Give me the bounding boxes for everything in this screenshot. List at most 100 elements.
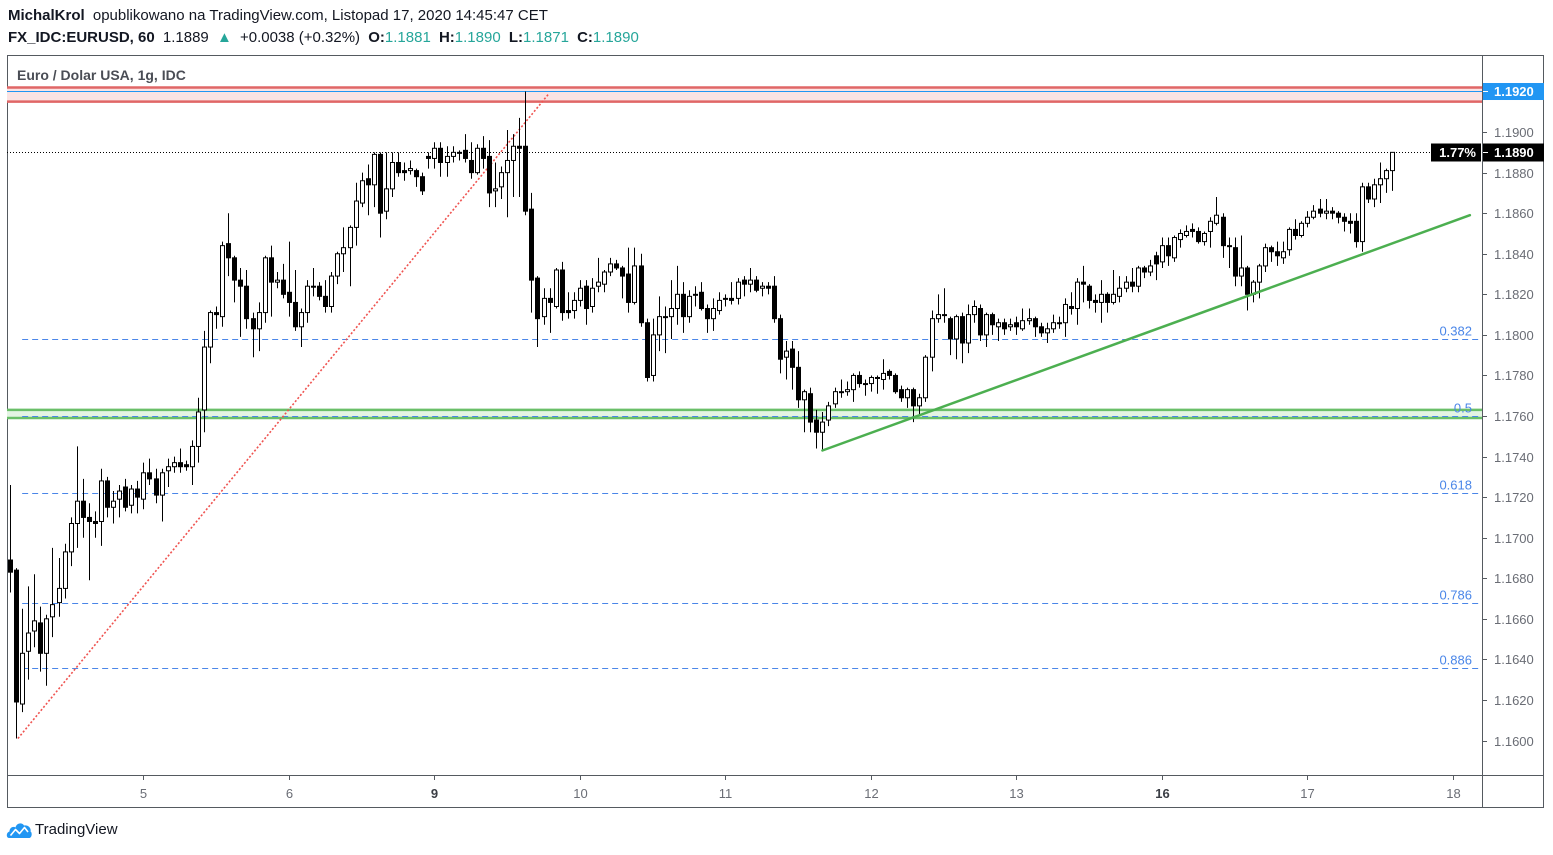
candle-body-up	[511, 145, 516, 161]
price-tick-label: 1.1860	[1494, 206, 1534, 221]
trendline[interactable]	[821, 213, 1472, 452]
candle-body-up	[1184, 230, 1189, 237]
candle-body-up	[1311, 210, 1316, 218]
candle-body-down	[378, 153, 383, 214]
candle-body-up	[1020, 320, 1025, 330]
support-zone[interactable]	[7, 409, 1482, 419]
candle	[778, 314, 783, 374]
candle-body-up	[63, 551, 68, 589]
candle-body-up	[863, 383, 868, 386]
candle-body-up	[917, 397, 922, 407]
candle	[899, 385, 904, 402]
candle-body-down	[1166, 245, 1171, 257]
candle	[699, 282, 704, 311]
candle	[329, 272, 334, 313]
candle-body-down	[887, 370, 892, 376]
candle-body-up	[1063, 303, 1068, 324]
candle	[1318, 199, 1323, 218]
candle	[535, 276, 540, 348]
time-tick-label: 12	[864, 786, 878, 801]
candle	[833, 387, 838, 408]
time-tick-label: 11	[719, 786, 733, 801]
candle	[1117, 276, 1122, 303]
candle	[105, 476, 110, 518]
candle	[511, 134, 516, 197]
candle-body-up	[1372, 184, 1377, 200]
candle	[354, 182, 359, 246]
candle-body-down	[1245, 267, 1250, 295]
candle	[384, 152, 389, 220]
candle	[414, 168, 419, 187]
candle	[1124, 276, 1129, 293]
fibonacci-layer: 0.382 0.5 0.618 0.786 0.886	[22, 324, 1482, 669]
candle	[1342, 213, 1347, 232]
candle-body-up	[1263, 247, 1268, 267]
candle	[1136, 265, 1141, 293]
price-axis[interactable]: 1.1600 1.1620 1.1640 1.1660 1.1680 1.1700 1.17…	[1431, 83, 1544, 749]
candle-body-up	[99, 480, 104, 522]
author-name[interactable]: MichalKrol	[8, 7, 85, 24]
highlight-price-tag[interactable]	[1483, 83, 1544, 101]
candle	[1196, 227, 1201, 244]
candle	[220, 241, 225, 327]
candle-body-up	[554, 269, 559, 307]
candle	[463, 134, 468, 163]
tradingview-brand[interactable]: TradingView	[6, 820, 118, 839]
current-price-tag[interactable]	[1483, 143, 1544, 162]
candle	[663, 306, 668, 354]
candle-body-down	[1196, 230, 1201, 243]
candle	[596, 257, 601, 293]
publish-info: MichalKrol opublikowano na TradingView.c…	[8, 6, 548, 26]
candle-body-down	[1336, 212, 1341, 218]
candle-body-up	[69, 523, 74, 553]
candle-body-up	[166, 466, 171, 472]
candle-body-down	[8, 559, 13, 573]
up-arrow-icon: ▲	[216, 29, 232, 46]
candle-body-down	[420, 176, 425, 192]
candle-body-up	[1208, 220, 1213, 232]
candle-body-down	[699, 291, 704, 310]
chart-container	[7, 55, 1544, 808]
candle	[305, 280, 310, 323]
candle	[445, 146, 450, 177]
candle	[196, 397, 201, 463]
candle-body-up	[572, 299, 577, 312]
candle-body-down	[639, 265, 644, 324]
time-axis[interactable]: 5 6 9 10 11 12 13 16 17 18	[140, 775, 1461, 801]
candle	[1336, 211, 1341, 224]
drawings-layer	[821, 213, 1472, 452]
candle-body-down	[1293, 228, 1298, 237]
candle	[614, 259, 619, 270]
candle	[184, 460, 189, 471]
candle-body-up	[845, 389, 850, 393]
candle-body-up	[1172, 237, 1177, 259]
candle	[784, 340, 789, 380]
candle	[499, 166, 504, 199]
candle	[123, 478, 128, 512]
candle-body-down	[323, 295, 328, 307]
candle	[1221, 213, 1226, 258]
candle	[366, 164, 371, 216]
candle	[1202, 231, 1207, 246]
candle-body-down	[317, 285, 322, 297]
time-tick-label: 18	[1446, 786, 1460, 801]
candle	[687, 290, 692, 323]
open-label: O:	[368, 29, 385, 46]
candle	[1051, 314, 1056, 333]
resistance-zone[interactable]	[7, 87, 1482, 102]
candle-body-up	[335, 253, 340, 277]
candle-body-up	[1281, 251, 1286, 259]
candle	[251, 312, 256, 358]
candle	[1178, 229, 1183, 248]
candle	[881, 359, 886, 390]
candle-body-up	[1111, 293, 1116, 303]
candle	[1263, 243, 1268, 273]
candle	[790, 340, 795, 390]
candle	[232, 255, 237, 303]
candle	[645, 318, 650, 382]
candle-body-down	[87, 516, 92, 522]
fib-anchor-line[interactable]	[17, 93, 550, 740]
candle	[1390, 151, 1395, 191]
price-tick-label: 1.1880	[1494, 166, 1534, 181]
